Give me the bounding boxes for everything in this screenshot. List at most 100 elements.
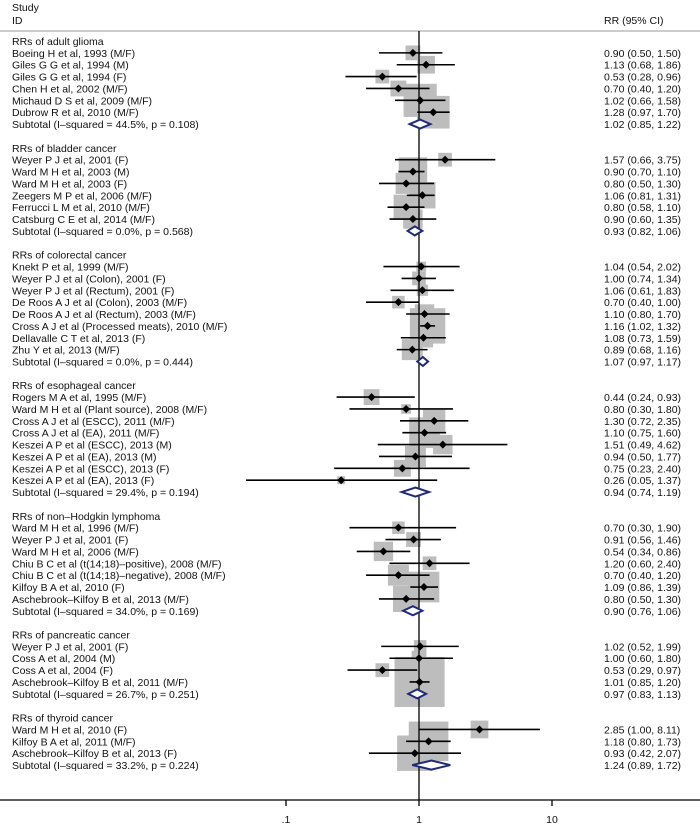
- point-estimate: [415, 274, 423, 283]
- subtotal-rr-ci: 1.07 (0.97, 1.17): [604, 356, 681, 368]
- study-label: Chiu B C et al (t(14;18)–positive), 2008…: [12, 558, 222, 570]
- point-estimate: [337, 476, 346, 485]
- point-estimate: [378, 666, 387, 675]
- x-tick-label: 10: [546, 814, 558, 826]
- study-label: Ward M H et al, 2003 (F): [12, 178, 127, 190]
- study-rr-ci: 0.75 (0.23, 2.40): [604, 463, 681, 475]
- study-rr-ci: 1.10 (0.75, 1.60): [604, 428, 681, 440]
- study-rr-ci: 0.90 (0.70, 1.10): [604, 167, 681, 179]
- point-estimate: [429, 108, 438, 117]
- study-label: Weyer P J et al, 2001 (F): [12, 155, 128, 167]
- study-label: Aschebrook–Kilfoy B et al, 2013 (F): [12, 748, 177, 760]
- subtotal-label: Subtotal (I–squared = 29.4%, p = 0.194): [12, 487, 199, 499]
- study-label: Kilfoy B A et al, 2010 (F): [12, 582, 125, 594]
- study-label: Keszei A P et al (EA), 2013 (F): [12, 475, 154, 487]
- study-label: Aschebrook–Kilfoy B et al, 2011 (M/F): [12, 677, 188, 689]
- x-tick-label: .1: [282, 814, 291, 826]
- study-label: Michaud D S et al, 2009 (M/F): [12, 95, 152, 107]
- study-rr-ci: 1.51 (0.49, 4.62): [604, 440, 681, 452]
- study-rr-ci: 1.06 (0.61, 1.83): [604, 285, 681, 297]
- point-estimate: [402, 203, 411, 212]
- study-label: Keszei A P et al (EA), 2013 (M): [12, 451, 157, 463]
- point-estimate: [438, 440, 447, 449]
- point-estimate: [415, 654, 423, 663]
- point-estimate: [411, 452, 420, 461]
- subtotal-diamond: [398, 486, 433, 498]
- study-rr-ci: 1.02 (0.52, 1.99): [604, 641, 681, 653]
- study-rr-ci: 0.26 (0.05, 1.37): [604, 475, 681, 487]
- point-estimate: [441, 155, 450, 164]
- point-estimate: [408, 215, 417, 224]
- study-label: Kilfoy B A et al, 2011 (M/F): [12, 736, 136, 748]
- study-label: Cross A J et al (Processed meats), 2010 …: [12, 321, 227, 333]
- study-rr-ci: 0.44 (0.24, 0.93): [604, 392, 681, 404]
- study-label: Ward M H et al, 2010 (F): [12, 724, 127, 736]
- study-label: Ferrucci L M et al, 2010 (M/F): [12, 202, 150, 214]
- study-label: Cross A J et al (EA), 2011 (M/F): [12, 428, 159, 440]
- study-rr-ci: 0.80 (0.50, 1.30): [604, 594, 681, 606]
- subtotal-label: Subtotal (I–squared = 33.2%, p = 0.224): [12, 760, 199, 772]
- point-estimate: [422, 60, 431, 69]
- study-rr-ci: 1.10 (0.80, 1.70): [604, 309, 681, 321]
- point-estimate: [416, 96, 425, 105]
- study-label: Giles G G et al, 1994 (M): [12, 60, 129, 72]
- point-estimate: [402, 404, 411, 413]
- point-estimate: [419, 333, 428, 342]
- study-rr-ci: 1.00 (0.74, 1.34): [604, 273, 681, 285]
- subtotal-rr-ci: 1.24 (0.89, 1.72): [604, 760, 681, 772]
- study-label: Keszei A P et al (ESCC), 2013 (M): [12, 440, 172, 452]
- x-tick-label: 1: [416, 814, 422, 826]
- group-title: RRs of colorectal cancer: [12, 250, 127, 262]
- study-rr-ci: 1.28 (0.97, 1.70): [604, 107, 681, 119]
- point-estimate: [417, 262, 426, 271]
- group-title: RRs of non–Hodgkin lymphoma: [12, 511, 160, 523]
- study-rr-ci: 0.80 (0.30, 1.80): [604, 404, 681, 416]
- study-rr-ci: 1.16 (1.02, 1.32): [604, 321, 681, 333]
- subtotal-diamond: [400, 605, 425, 617]
- study-rr-ci: 1.06 (0.81, 1.31): [604, 190, 681, 202]
- study-label: Weyer P J et al (Colon), 2001 (F): [12, 273, 166, 285]
- study-rr-ci: 1.02 (0.66, 1.58): [604, 95, 681, 107]
- subtotal-label: Subtotal (I–squared = 26.7%, p = 0.251): [12, 689, 199, 701]
- subtotal-rr-ci: 0.93 (0.82, 1.06): [604, 226, 681, 238]
- study-rr-ci: 0.53 (0.28, 0.96): [604, 72, 681, 84]
- study-rr-ci: 1.08 (0.73, 1.59): [604, 333, 681, 345]
- point-estimate: [394, 571, 403, 580]
- study-rr-ci: 0.70 (0.40, 1.00): [604, 297, 681, 309]
- study-rr-ci: 1.30 (0.72, 2.35): [604, 416, 681, 428]
- study-rr-ci: 1.00 (0.60, 1.80): [604, 653, 681, 665]
- study-rr-ci: 1.01 (0.85, 1.20): [604, 677, 681, 689]
- subtotal-diamond: [415, 355, 430, 368]
- study-label: Ward M H et al, 2006 (M/F): [12, 546, 139, 558]
- point-estimate: [394, 298, 403, 307]
- study-label: Chen H et al, 2002 (M/F): [12, 83, 128, 95]
- point-estimate: [420, 428, 429, 437]
- study-rr-ci: 0.70 (0.40, 1.20): [604, 570, 681, 582]
- study-rr-ci: 0.93 (0.42, 2.07): [604, 748, 681, 760]
- point-estimate: [420, 310, 429, 319]
- subtotal-rr-ci: 0.97 (0.83, 1.13): [604, 689, 681, 701]
- study-rr-ci: 1.09 (0.86, 1.39): [604, 582, 681, 594]
- point-estimate: [402, 594, 411, 603]
- group-title: RRs of esophageal cancer: [12, 380, 136, 392]
- study-label: Aschebrook–Kilfoy B et al, 2013 (M/F): [12, 594, 189, 606]
- study-label: Zhu Y et al, 2013 (M/F): [12, 345, 120, 357]
- point-estimate: [430, 416, 439, 425]
- group-title: RRs of pancreatic cancer: [12, 630, 130, 642]
- point-estimate: [367, 393, 376, 402]
- point-estimate: [475, 725, 484, 734]
- point-estimate: [409, 535, 418, 544]
- study-label: Weyer P J et al, 2001 (F): [12, 641, 128, 653]
- study-rr-ci: 0.80 (0.58, 1.10): [604, 202, 681, 214]
- point-estimate: [415, 677, 424, 686]
- subtotal-label: Subtotal (I–squared = 34.0%, p = 0.169): [12, 606, 199, 618]
- study-label: Weyer P J et al (Rectum), 2001 (F): [12, 285, 174, 297]
- subtotal-label: Subtotal (I–squared = 44.5%, p = 0.108): [12, 119, 199, 131]
- study-label: Ward M H et al, 1996 (M/F): [12, 523, 139, 535]
- study-rr-ci: 0.54 (0.34, 0.86): [604, 546, 681, 558]
- point-estimate: [416, 642, 425, 651]
- study-label: De Roos A J et al (Rectum), 2003 (M/F): [12, 309, 196, 321]
- subtotal-label: Subtotal (I–squared = 0.0%, p = 0.568): [12, 226, 193, 238]
- point-estimate: [408, 48, 417, 57]
